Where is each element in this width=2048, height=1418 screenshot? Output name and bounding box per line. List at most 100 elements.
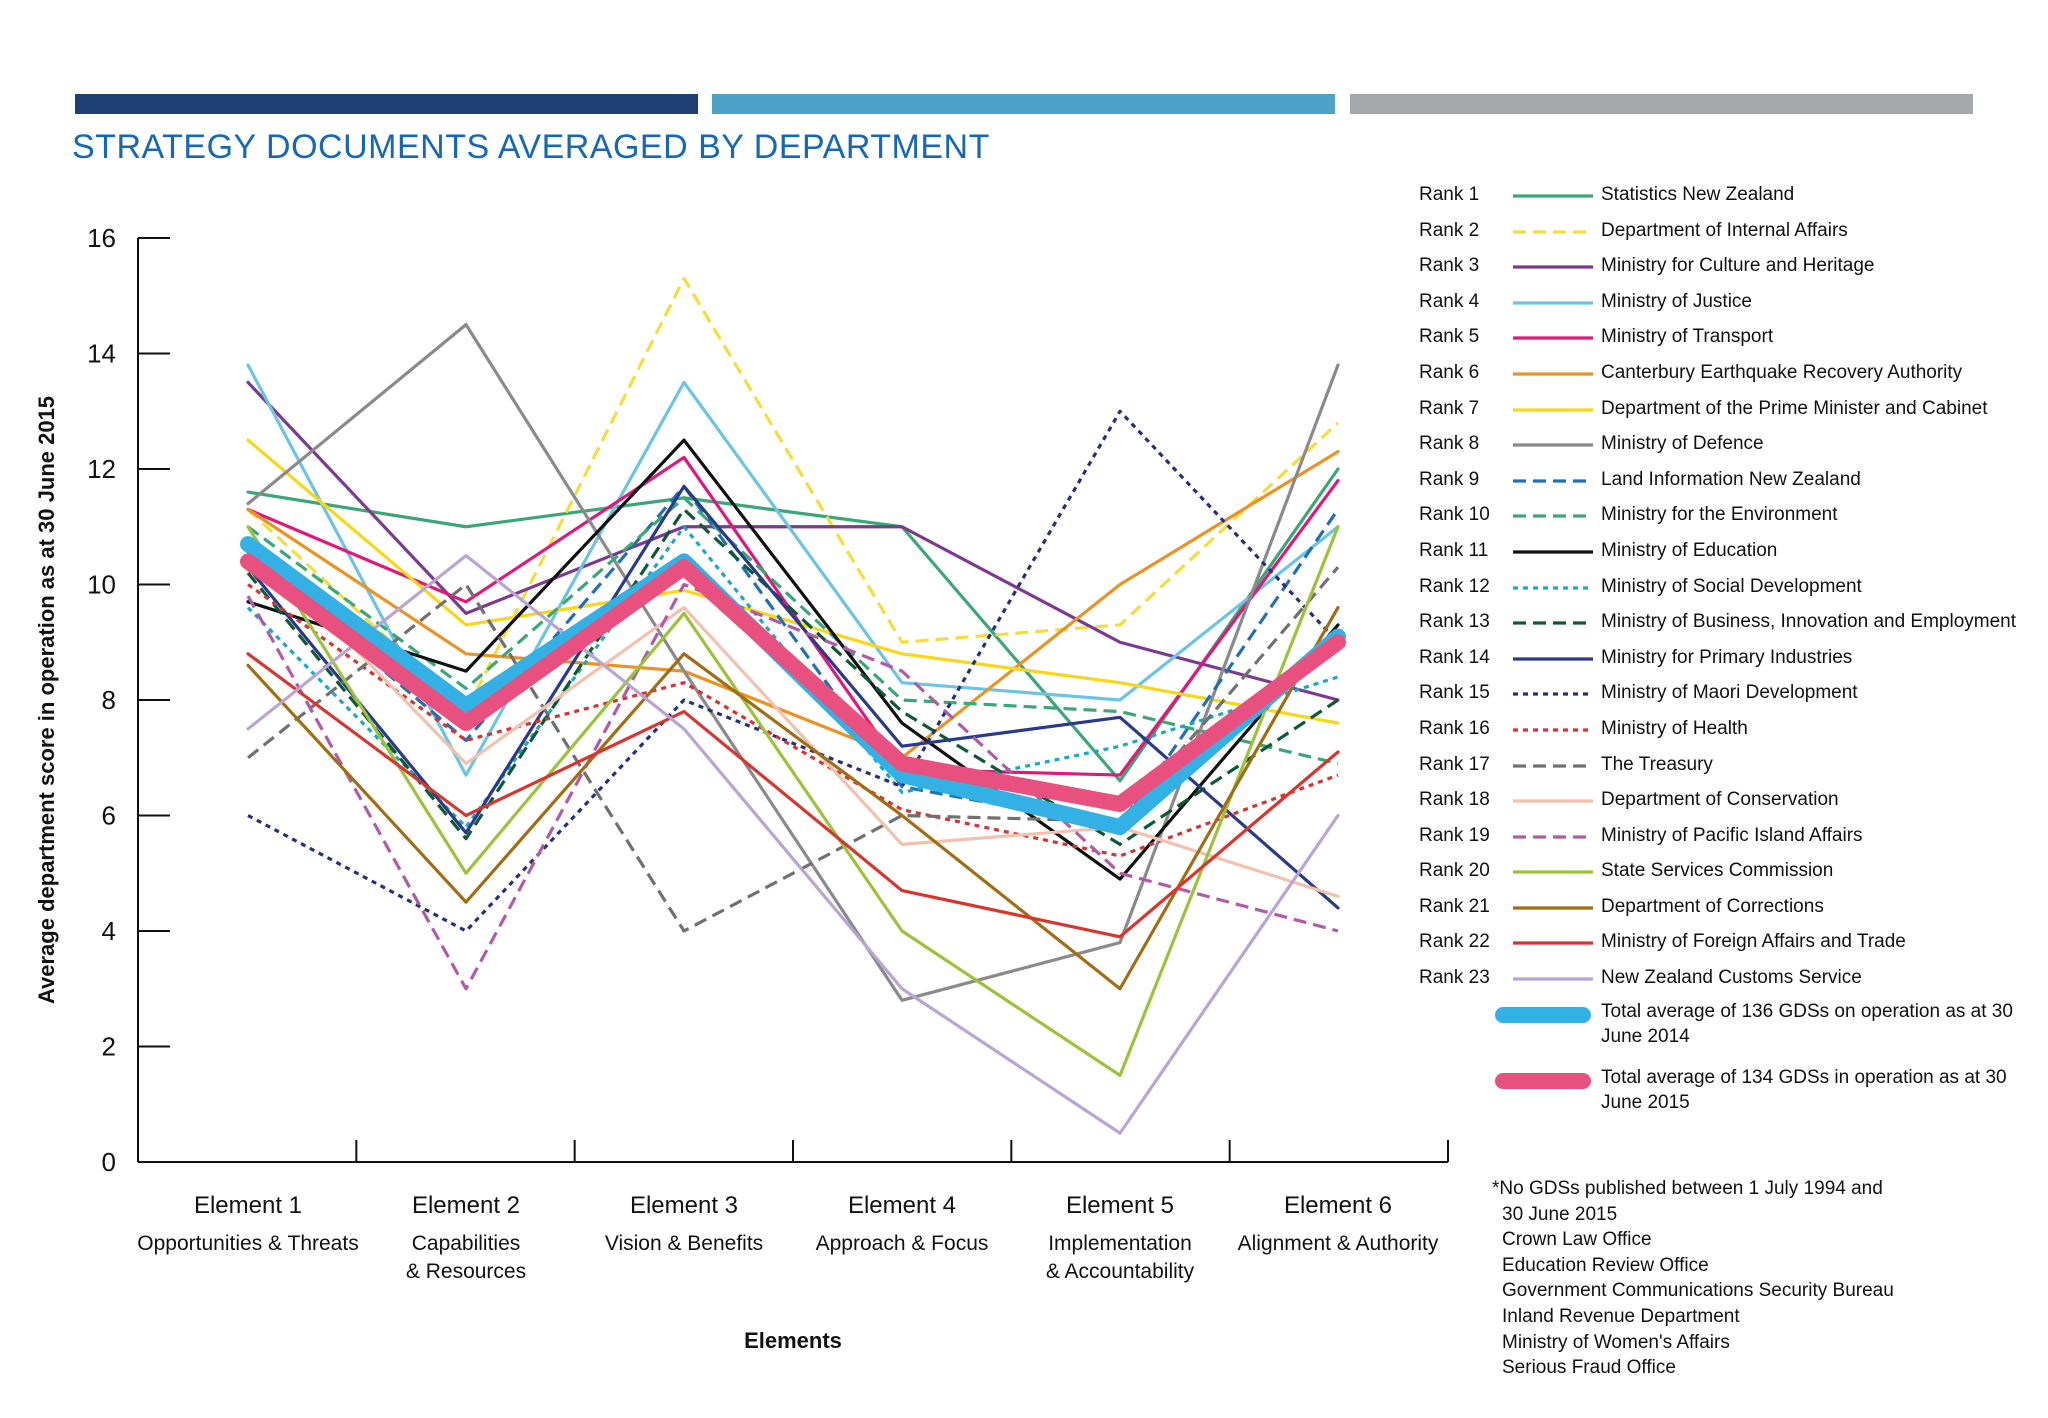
x-tick-label: Element 6 <box>1284 1192 1392 1219</box>
y-tick-label: 8 <box>102 685 116 715</box>
legend-rank: Rank 12 <box>1419 575 1490 597</box>
legend-label: Department of Conservation <box>1601 789 1839 811</box>
legend-item: Rank 9 Land Information New Zealand <box>1415 465 2045 501</box>
y-tick-label: 12 <box>87 454 116 484</box>
legend-label: Canterbury Earthquake Recovery Authority <box>1601 361 1963 383</box>
legend-swatch <box>1513 550 1593 554</box>
legend-item: Rank 12 Ministry of Social Development <box>1415 572 2045 608</box>
legend-item: Rank 20 State Services Commission <box>1415 856 2045 892</box>
legend-label: Ministry of Pacific Island Affairs <box>1601 824 1863 846</box>
legend-item: Rank 14 Ministry for Primary Industries <box>1415 643 2045 679</box>
legend-label: Ministry of Justice <box>1601 290 1752 312</box>
legend-label: Land Information New Zealand <box>1601 468 1861 490</box>
series-line-16 <box>247 583 1339 858</box>
legend-rank: Rank 4 <box>1419 290 1480 312</box>
series-line-11 <box>246 438 1340 881</box>
legend-rank: Rank 11 <box>1419 539 1489 561</box>
series-line-19 <box>246 582 1339 991</box>
legend-label: Ministry of Health <box>1601 717 1748 739</box>
series-line-8 <box>246 323 1340 1002</box>
series-line-4 <box>246 363 1340 777</box>
legend-label: Department of Internal Affairs <box>1601 219 1848 241</box>
chart-axes: 0 2 4 6 8 10 12 14 16 <box>87 223 1449 1177</box>
legend-swatch <box>1495 1006 1591 1023</box>
legend-label: Ministry of Transport <box>1601 326 1774 348</box>
legend-rank: Rank 17 <box>1419 753 1490 775</box>
legend-swatch <box>1513 514 1593 518</box>
legend: Rank 1 Statistics New Zealand Rank 2 Depart… <box>1415 180 2045 1131</box>
legend-label: Statistics New Zealand <box>1601 184 1795 205</box>
x-tick-sublabel: Approach & Focus <box>816 1232 989 1255</box>
legend-swatch <box>1513 763 1593 768</box>
legend-swatch <box>1513 906 1593 910</box>
legend-swatch <box>1513 372 1593 376</box>
legend-swatch <box>1513 443 1593 447</box>
legend-swatch <box>1495 1072 1591 1089</box>
legend-rank: Rank 13 <box>1419 611 1490 633</box>
y-tick-label: 4 <box>102 916 116 946</box>
footnote-department: Crown Law Office <box>1502 1229 1652 1251</box>
legend-swatch <box>1513 621 1593 625</box>
legend-swatch <box>1513 585 1593 590</box>
legend-item: Rank 13 Ministry of Business, Innovation … <box>1415 607 2045 643</box>
legend-item: Rank 19 Ministry of Pacific Island Affair… <box>1415 821 2045 857</box>
legend-item: Rank 22 Ministry of Foreign Affairs and T… <box>1415 927 2045 963</box>
legend-label: Ministry of Education <box>1601 539 1778 561</box>
legend-swatch <box>1513 194 1593 198</box>
legend-swatch <box>1513 407 1593 412</box>
legend-rank: Rank 19 <box>1419 824 1490 846</box>
legend-item: Rank 16 Ministry of Health <box>1415 714 2045 750</box>
legend-item: Rank 2 Department of Internal Affairs <box>1415 216 2045 252</box>
legend-rank: Rank 3 <box>1419 255 1480 277</box>
series-line-9 <box>246 484 1340 829</box>
series-line-22 <box>246 652 1340 939</box>
x-tick-label: Element 4 <box>848 1192 956 1219</box>
legend-label: New Zealand Customs Service <box>1601 967 1862 989</box>
series-line-3 <box>246 380 1340 702</box>
series-line-21 <box>246 605 1340 991</box>
header-bar-grey <box>1350 94 1973 114</box>
legend-item: Rank 18 Department of Conservation <box>1415 785 2045 821</box>
legend-label: Ministry for Primary Industries <box>1601 646 1853 668</box>
series-line-13 <box>246 507 1339 846</box>
legend-rank: Rank 8 <box>1419 433 1480 455</box>
legend-swatch <box>1513 692 1593 696</box>
legend-swatch <box>1513 657 1593 661</box>
x-tick-sublabel: Opportunities & Threats <box>137 1232 358 1255</box>
x-tick-label: Element 2 <box>412 1192 520 1219</box>
series-line-7 <box>246 438 1340 725</box>
series-line-10 <box>247 496 1339 766</box>
legend-item: Rank 10 Ministry for the Environment <box>1415 500 2045 536</box>
legend-swatch <box>1513 799 1593 803</box>
chart-labels: Element 1 Opportunities & Threats Element … <box>34 396 1439 1353</box>
series-line-15 <box>247 409 1340 933</box>
legend-rank: Rank 7 <box>1419 397 1480 419</box>
series-line-1 <box>246 467 1340 783</box>
legend-label: Ministry of Defence <box>1601 433 1764 455</box>
series-line-25 <box>240 553 1346 812</box>
y-tick-label: 2 <box>102 1032 116 1062</box>
legend-item: Rank 1 Statistics New Zealand <box>1415 180 2045 216</box>
series-line-23 <box>246 554 1340 1135</box>
series-line-6 <box>246 450 1340 760</box>
legend-swatch <box>1513 728 1593 732</box>
y-tick-label: 16 <box>87 223 116 253</box>
x-tick-label: Element 5 <box>1066 1192 1174 1219</box>
legend-label: Total average of 136 GDSs on operation a… <box>1601 1000 2013 1047</box>
x-tick-sublabel: & Resources <box>406 1260 526 1283</box>
legend-rank: Rank 9 <box>1419 468 1480 490</box>
legend-item: Rank 8 Ministry of Defence <box>1415 429 2045 465</box>
series-line-20 <box>246 525 1340 1077</box>
legend-item: Rank 4 Ministry of Justice <box>1415 287 2045 323</box>
legend-item: Total average of 134 GDSs in operation a… <box>1415 1065 2045 1131</box>
legend-swatch <box>1513 870 1593 874</box>
y-tick-label: 6 <box>102 801 116 831</box>
legend-label: Ministry of Maori Development <box>1601 682 1858 704</box>
legend-label: Ministry of Social Development <box>1601 575 1862 597</box>
legend-rank: Rank 20 <box>1419 860 1490 882</box>
x-tick-label: Element 1 <box>194 1192 302 1219</box>
x-tick-sublabel: Capabilities <box>412 1232 521 1255</box>
legend-label: The Treasury <box>1601 753 1713 775</box>
legend-swatch <box>1513 301 1593 305</box>
